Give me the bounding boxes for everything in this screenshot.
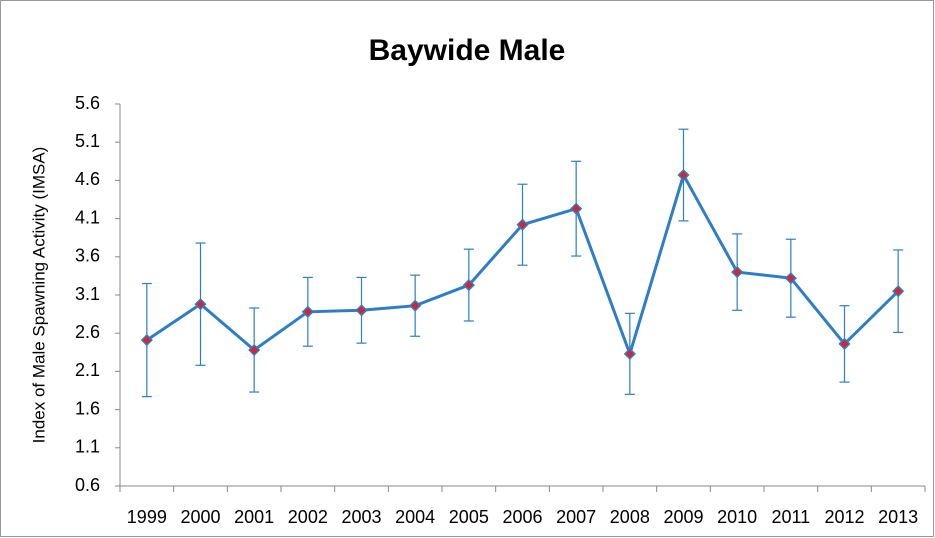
x-tick-label: 2012 [824, 507, 864, 527]
x-tick-label: 2000 [180, 507, 220, 527]
y-tick-label: 3.1 [75, 284, 100, 304]
x-tick-label: 2005 [449, 507, 489, 527]
marker [838, 337, 851, 350]
x-tick-label: 2008 [610, 507, 650, 527]
x-tick-label: 2010 [717, 507, 757, 527]
marker [623, 347, 636, 360]
x-tick-label: 2007 [556, 507, 596, 527]
y-tick-label: 1.1 [75, 437, 100, 457]
x-tick-label: 1999 [127, 507, 167, 527]
marker [140, 334, 153, 347]
x-tick-label: 2002 [288, 507, 328, 527]
y-tick-label: 2.1 [75, 360, 100, 380]
marker [892, 285, 905, 298]
x-tick-label: 2009 [663, 507, 703, 527]
marker [462, 279, 475, 292]
marker [355, 304, 368, 317]
y-tick-label: 5.1 [75, 131, 100, 151]
y-tick-label: 0.6 [75, 475, 100, 495]
x-tick-label: 2006 [502, 507, 542, 527]
marker [677, 168, 690, 182]
marker [248, 343, 261, 357]
y-tick-label: 5.6 [75, 93, 100, 113]
marker [301, 305, 314, 318]
marker [409, 299, 422, 312]
marker [784, 272, 797, 285]
x-tick-label: 2011 [771, 507, 810, 527]
y-tick-label: 1.6 [75, 398, 100, 418]
y-tick-label: 3.6 [75, 246, 100, 266]
x-tick-label: 2004 [395, 507, 435, 527]
y-tick-label: 2.6 [75, 322, 100, 342]
x-tick-label: 2013 [878, 507, 918, 527]
x-tick-label: 2001 [234, 507, 274, 527]
y-tick-label: 4.6 [75, 169, 100, 189]
marker [570, 202, 583, 215]
y-tick-label: 4.1 [75, 207, 100, 227]
marker [516, 218, 529, 231]
x-tick-label: 2003 [341, 507, 381, 527]
marker [731, 266, 744, 279]
chart-title: Baywide Male [369, 34, 566, 67]
y-axis-label: Index of Male Spawning Activity (IMSA) [29, 147, 48, 444]
marker [194, 298, 207, 311]
